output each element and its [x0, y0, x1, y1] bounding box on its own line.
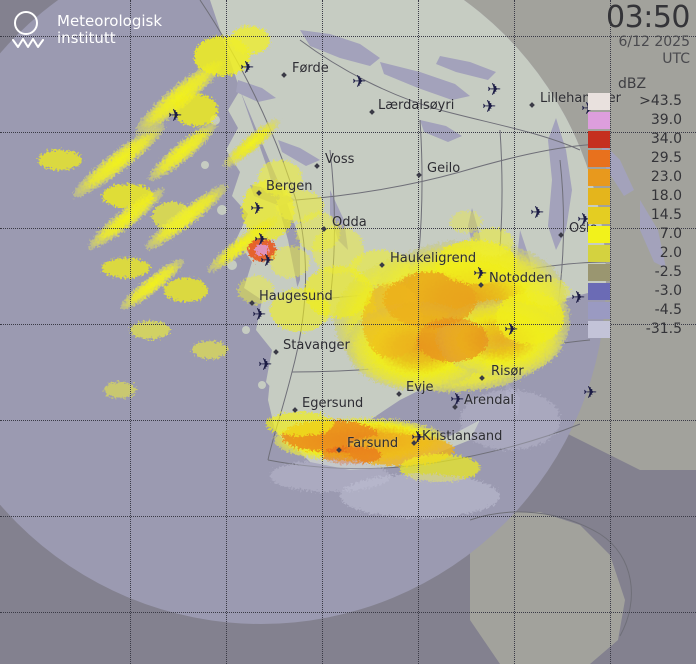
legend-value: -3.0 [654, 283, 682, 299]
legend-row: 23.0 [582, 168, 690, 187]
legend-row: >43.5 [582, 92, 690, 111]
legend-value: 18.0 [650, 188, 682, 204]
airplane-icon: ✈ [168, 106, 183, 126]
legend-value: 2.0 [659, 245, 682, 261]
airplane-icon: ✈ [504, 320, 519, 340]
legend-row: 29.5 [582, 149, 690, 168]
legend-value: >43.5 [639, 93, 682, 109]
legend-value: 23.0 [650, 169, 682, 185]
legend-row: 34.0 [582, 130, 690, 149]
legend-swatch [588, 226, 610, 243]
legend-value: 14.5 [650, 207, 682, 223]
legend-value: -2.5 [654, 264, 682, 280]
airplane-icon: ✈ [487, 80, 502, 100]
legend-row: -4.5 [582, 301, 690, 320]
airplane-icon: ✈ [482, 97, 497, 117]
clock-time: 03:50 [606, 0, 690, 35]
place-label-haugesund: Haugesund [259, 289, 333, 304]
place-label-odda: Odda [332, 215, 367, 230]
legend-row: 14.5 [582, 206, 690, 225]
airplane-icon: ✈ [240, 58, 255, 78]
airplane-icon: ✈ [258, 355, 273, 375]
logo-text-line1: Meteorologisk [57, 12, 163, 30]
place-label-farsund: Farsund [347, 436, 399, 451]
timestamp-readout: 03:50 6/12 2025 UTC [580, 2, 690, 68]
place-label-forde: Førde [292, 61, 329, 76]
legend-rows: >43.5 39.0 34.0 29.5 23.0 18.0 14.5 7.0 2.0 -2.5 -… [582, 92, 690, 339]
place-label-bergen: Bergen [266, 179, 313, 194]
place-label-voss: Voss [325, 152, 355, 167]
airplane-icon: ✈ [250, 199, 265, 219]
clock-date: 6/12 2025 [618, 34, 690, 50]
legend-swatch [588, 169, 610, 186]
legend-swatch [588, 150, 610, 167]
airplane-icon: ✈ [260, 251, 275, 271]
airplane-icon: ✈ [583, 383, 598, 403]
legend-value: -4.5 [654, 302, 682, 318]
legend-value: 34.0 [650, 131, 682, 147]
legend-swatch [588, 188, 610, 205]
legend-value: 29.5 [650, 150, 682, 166]
legend-value: 39.0 [650, 112, 682, 128]
dbz-legend: dBZ >43.5 39.0 34.0 29.5 23.0 18.0 14.5 7.0 2.0 -… [582, 76, 690, 339]
legend-swatch [588, 321, 610, 338]
legend-swatch [588, 245, 610, 262]
legend-swatch [588, 302, 610, 319]
legend-swatch [588, 112, 610, 129]
airplane-icon: ✈ [411, 428, 426, 448]
place-label-evje: Evje [406, 380, 434, 395]
legend-row: 39.0 [582, 111, 690, 130]
airplane-icon: ✈ [252, 305, 267, 325]
airplane-icon: ✈ [571, 288, 586, 308]
place-label-laerdalsoyri: Lærdalsøyri [378, 98, 455, 113]
logo-text-line2: institutt [57, 29, 116, 47]
legend-swatch [588, 131, 610, 148]
legend-row: 2.0 [582, 244, 690, 263]
place-label-geilo: Geilo [427, 161, 461, 176]
airplane-icon: ✈ [530, 203, 545, 223]
airplane-icon: ✈ [254, 230, 269, 250]
met-institute-logo: Meteorologisk institutt [12, 10, 162, 50]
legend-swatch [588, 264, 610, 281]
airplane-icon: ✈ [577, 210, 592, 230]
airplane-icon: ✈ [473, 264, 488, 284]
legend-value: -31.5 [645, 321, 682, 337]
legend-row: -31.5 [582, 320, 690, 339]
place-label-kristiansand: Kristiansand [422, 429, 503, 444]
legend-row: 7.0 [582, 225, 690, 244]
legend-value: 7.0 [659, 226, 682, 242]
wave-icon [12, 38, 44, 48]
legend-swatch [588, 207, 610, 224]
circle-wave-icon [12, 10, 46, 50]
clock-timezone: UTC [662, 51, 690, 67]
airplane-icon: ✈ [450, 390, 465, 410]
airplane-icon: ✈ [352, 72, 367, 92]
place-label-risor: Risør [491, 364, 524, 379]
legend-swatch [588, 283, 610, 300]
logo-text: Meteorologisk institutt [57, 13, 162, 47]
place-label-notodden: Notodden [489, 271, 553, 286]
place-label-haukeligrend: Haukeligrend [390, 251, 477, 266]
place-label-arendal: Arendal [464, 393, 515, 408]
legend-row: 18.0 [582, 187, 690, 206]
legend-unit-label: dBZ [617, 76, 647, 92]
legend-row: -2.5 [582, 263, 690, 282]
place-label-egersund: Egersund [302, 396, 364, 411]
legend-swatch [588, 93, 610, 110]
place-label-stavanger: Stavanger [283, 338, 350, 353]
legend-row: -3.0 [582, 282, 690, 301]
